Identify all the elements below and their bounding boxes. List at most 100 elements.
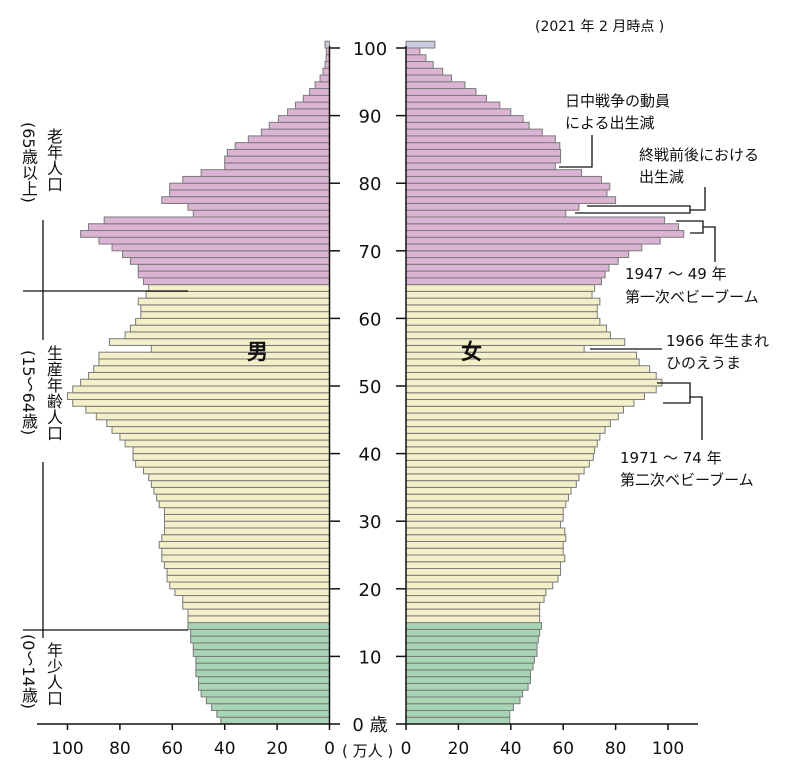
female-bar-age-67	[405, 263, 610, 272]
male-bar-age-28	[163, 527, 330, 536]
male-bar-age-22	[166, 568, 330, 576]
male-bar-age-12	[190, 635, 330, 644]
male-bar-age-69	[122, 250, 330, 259]
female-bar-age-98	[405, 54, 427, 63]
female-bar-age-58	[405, 324, 607, 333]
male-bar-age-86	[247, 135, 330, 144]
female-value-tick-label: 100	[652, 739, 684, 759]
female-bar-age-44	[405, 419, 611, 428]
annotation-text: 第一次ベビーブーム	[625, 288, 759, 306]
female-bar-age-57	[405, 331, 611, 340]
male-bar-age-61	[140, 304, 330, 313]
group-label-elderly: 老年人口	[44, 128, 63, 192]
male-bar-age-37	[142, 466, 330, 475]
annotation-text: 1966 年生まれ	[666, 332, 769, 350]
male-bar-age-9	[195, 655, 330, 664]
female-bar-age-8	[405, 662, 534, 671]
female-bar-age-93	[405, 88, 477, 96]
female-bar-age-50	[405, 378, 663, 387]
male-bar-age-23	[163, 561, 330, 570]
male-bar-age-2	[211, 703, 331, 711]
female-value-tick-label: 0	[401, 739, 412, 759]
female-bar-age-70	[405, 243, 643, 252]
male-bar-age-46	[85, 405, 330, 414]
female-bar-age-12	[405, 635, 539, 644]
female-bar-age-35	[405, 480, 577, 488]
female-bar-age-34	[405, 486, 572, 495]
female-bar-age-2	[405, 703, 514, 711]
male-bar-age-19	[174, 588, 330, 597]
series-label-female: 女	[461, 340, 482, 364]
male-bar-age-13	[190, 628, 330, 637]
female-bar-age-29	[405, 520, 562, 529]
age-tick-label: 20	[359, 580, 382, 601]
annotation-leader-line	[690, 187, 706, 211]
male-bar-age-89	[277, 115, 331, 123]
annotation-text: 終戦前後における	[639, 146, 759, 164]
female-bar-age-82	[405, 162, 556, 171]
female-bar-age-10	[405, 649, 538, 657]
female-bar-age-94	[405, 81, 466, 90]
female-bar-age-5	[405, 682, 529, 691]
annotation-leader-line	[690, 396, 703, 440]
female-value-tick-label: 20	[448, 739, 470, 759]
female-bar-age-7	[405, 669, 531, 678]
male-bar-age-20	[169, 581, 330, 590]
male-bar-age-53	[98, 358, 330, 367]
female-bar-age-89	[405, 115, 524, 123]
male-bar-age-67	[137, 263, 330, 272]
male-bar-age-78	[169, 189, 330, 198]
male-bar-age-41	[124, 439, 330, 448]
age-tick-label: 0 歳	[352, 715, 387, 736]
female-bar-age-74	[405, 216, 666, 225]
male-bar-age-32	[158, 500, 330, 509]
male-bar-age-43	[111, 426, 331, 434]
female-bar-age-91	[405, 101, 501, 110]
male-bar-age-33	[156, 493, 330, 502]
annotation-text: 日中戦争の動員	[565, 92, 670, 110]
female-bar-age-48	[405, 392, 645, 401]
annotation-text: 出生減	[639, 168, 684, 186]
female-bar-age-86	[405, 135, 556, 144]
male-bar-age-88	[268, 121, 330, 130]
female-bar-age-78	[405, 189, 608, 198]
male-bar-age-16	[187, 608, 330, 617]
group-range-elderly: (65歳以上)	[19, 122, 38, 203]
male-bar-age-31	[163, 507, 330, 515]
female-bar-age-37	[405, 466, 585, 475]
male-bar-age-54	[98, 351, 330, 360]
annotation-leader-line	[575, 205, 691, 214]
age-tick-label: 90	[359, 107, 382, 128]
male-bar-age-70	[111, 243, 331, 252]
female-bar-age-59	[405, 317, 601, 326]
female-bar-age-53	[405, 358, 640, 367]
male-bar-age-72	[80, 230, 330, 238]
female-bar-age-0	[405, 716, 511, 725]
male-bar-age-65	[142, 277, 330, 286]
group-label-youth: 年少人口	[44, 642, 63, 706]
female-bar-age-55	[405, 344, 585, 353]
male-bar-age-56	[108, 338, 330, 346]
male-bar-age-100	[324, 40, 330, 49]
male-bar-age-93	[309, 88, 331, 96]
male-bar-age-62	[137, 297, 330, 306]
male-bar-age-66	[137, 270, 330, 279]
female-bar-age-72	[405, 230, 685, 238]
male-bar-age-21	[166, 574, 330, 583]
annotation-leader-line	[657, 382, 691, 404]
age-tick-label: 10	[359, 647, 382, 668]
female-bar-age-80	[405, 175, 602, 184]
group-label-working: 生産年齢人口	[44, 345, 63, 441]
male-bar-age-10	[192, 649, 330, 657]
male-bar-age-17	[182, 601, 330, 610]
male-bar-age-74	[103, 216, 331, 225]
female-bar-age-20	[405, 581, 554, 590]
female-bar-age-6	[405, 676, 531, 684]
male-bar-age-85	[234, 142, 330, 150]
female-bar-age-21	[405, 574, 559, 583]
male-bar-age-58	[129, 324, 330, 333]
female-bar-age-32	[405, 500, 567, 509]
female-bar-age-85	[405, 142, 561, 150]
